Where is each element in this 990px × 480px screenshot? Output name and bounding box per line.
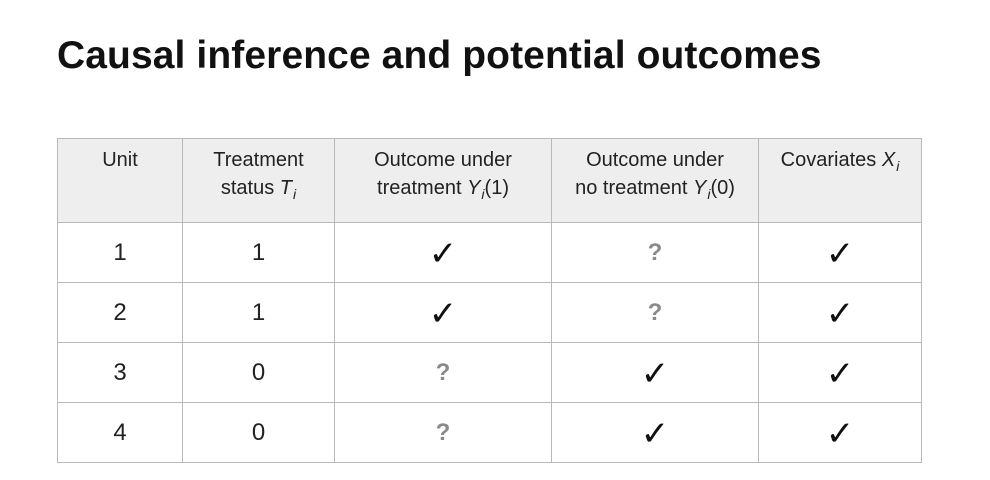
- checkmark-icon: ✓: [825, 295, 855, 333]
- header-y1-line1: Outcome under: [374, 149, 512, 171]
- checkmark-icon: ✓: [428, 295, 458, 333]
- outcome-untreated-cell: ✓: [551, 402, 759, 463]
- covariates-symbol: Xi: [881, 149, 900, 174]
- table-row: 2 1 ✓ ? ✓: [57, 282, 922, 343]
- table-header-row: Unit Treatment status Ti Outcome under t…: [57, 138, 922, 223]
- checkmark-icon: ✓: [428, 235, 458, 273]
- covariates-cell: ✓: [758, 222, 922, 283]
- header-unit-label: Unit: [102, 149, 138, 171]
- header-outcome-untreated: Outcome under no treatment Yi(0): [551, 138, 759, 223]
- outcome-untreated-cell: ?: [551, 282, 759, 343]
- header-unit: Unit: [57, 138, 183, 223]
- checkmark-icon: ✓: [825, 235, 855, 273]
- header-treatment-status: Treatment status Ti: [182, 138, 335, 223]
- outcome-treated-cell: ?: [334, 402, 552, 463]
- table-row: 4 0 ? ✓ ✓: [57, 402, 922, 463]
- treatment-symbol: Ti: [279, 177, 297, 202]
- potential-outcomes-table: Unit Treatment status Ti Outcome under t…: [57, 138, 922, 463]
- y0-symbol: Yi(0): [692, 177, 735, 202]
- outcome-treated-cell: ?: [334, 342, 552, 403]
- question-mark-icon: ?: [647, 238, 663, 266]
- header-treatment-line2: status: [220, 177, 275, 199]
- unit-cell: 2: [57, 282, 183, 343]
- covariates-cell: ✓: [758, 282, 922, 343]
- treatment-cell: 1: [182, 222, 335, 283]
- unit-cell: 1: [57, 222, 183, 283]
- covariates-cell: ✓: [758, 342, 922, 403]
- outcome-treated-cell: ✓: [334, 282, 552, 343]
- unit-cell: 4: [57, 402, 183, 463]
- checkmark-icon: ✓: [640, 415, 670, 453]
- checkmark-icon: ✓: [825, 415, 855, 453]
- header-covariates: Covariates Xi: [758, 138, 922, 223]
- treatment-cell: 0: [182, 402, 335, 463]
- header-outcome-treated: Outcome under treatment Yi(1): [334, 138, 552, 223]
- table-row: 3 0 ? ✓ ✓: [57, 342, 922, 403]
- checkmark-icon: ✓: [640, 355, 670, 393]
- header-covariates-label: Covariates: [780, 149, 877, 171]
- table-row: 1 1 ✓ ? ✓: [57, 222, 922, 283]
- header-treatment-line1: Treatment: [213, 149, 304, 171]
- header-y0-line2: no treatment: [575, 177, 688, 199]
- question-mark-icon: ?: [435, 418, 451, 446]
- treatment-cell: 0: [182, 342, 335, 403]
- outcome-treated-cell: ✓: [334, 222, 552, 283]
- y1-symbol: Yi(1): [467, 177, 509, 202]
- unit-cell: 3: [57, 342, 183, 403]
- treatment-cell: 1: [182, 282, 335, 343]
- question-mark-icon: ?: [435, 358, 451, 386]
- header-y1-line2: treatment: [377, 177, 462, 199]
- slide-title: Causal inference and potential outcomes: [57, 34, 822, 77]
- question-mark-icon: ?: [647, 298, 663, 326]
- outcome-untreated-cell: ?: [551, 222, 759, 283]
- checkmark-icon: ✓: [825, 355, 855, 393]
- covariates-cell: ✓: [758, 402, 922, 463]
- outcome-untreated-cell: ✓: [551, 342, 759, 403]
- header-y0-line1: Outcome under: [586, 149, 724, 171]
